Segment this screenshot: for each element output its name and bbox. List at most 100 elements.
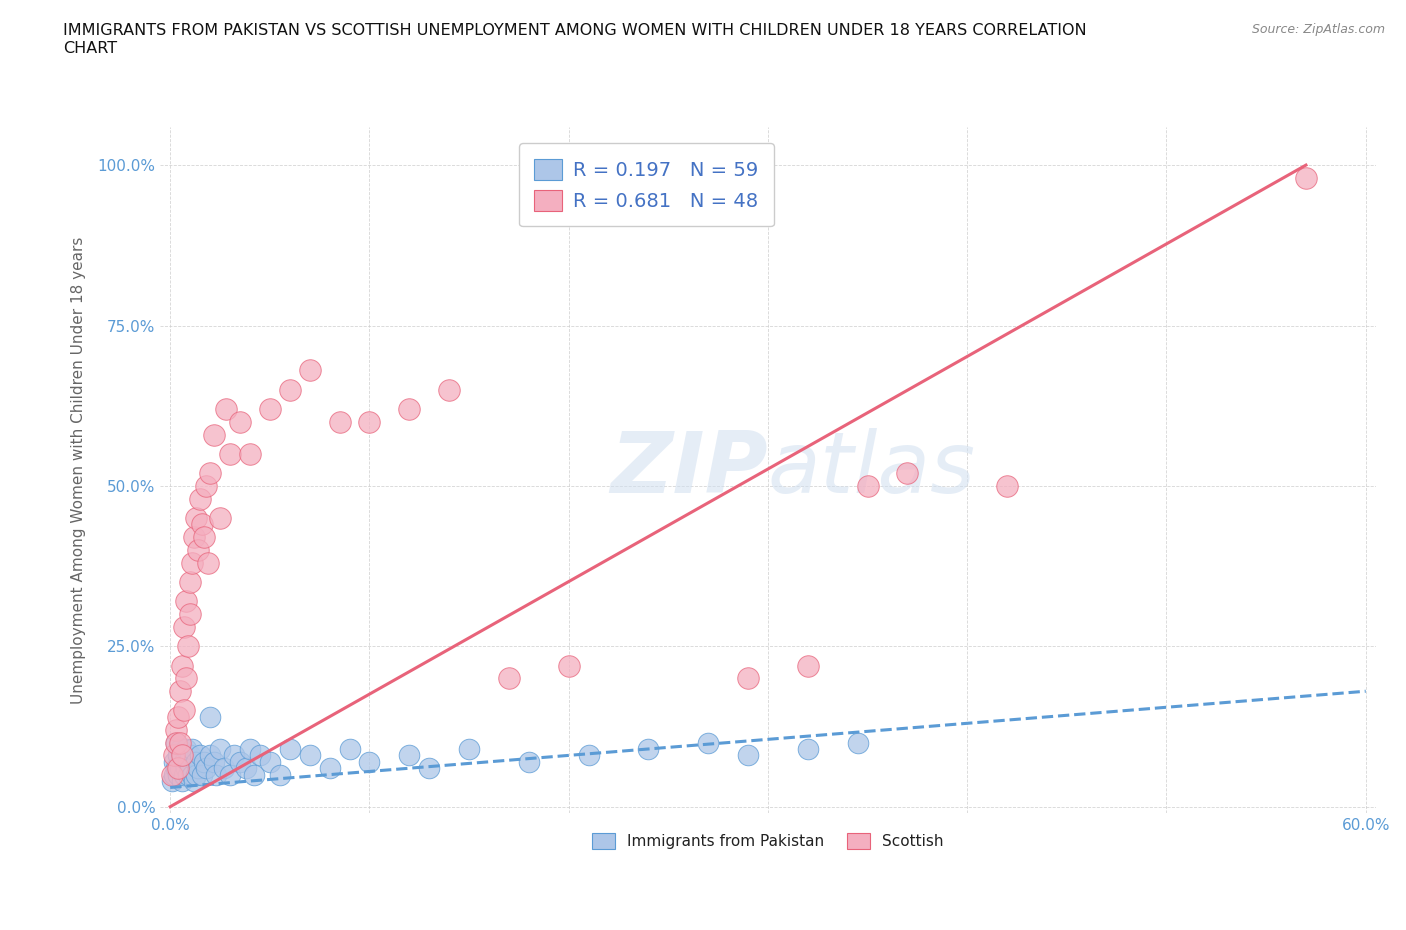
- Point: [179, 575, 201, 590]
- Point: [856, 478, 879, 493]
- Point: [197, 555, 219, 570]
- Point: [167, 761, 190, 776]
- Point: [202, 754, 225, 769]
- Point: [177, 754, 200, 769]
- Point: [172, 748, 194, 763]
- Point: [187, 542, 209, 557]
- Point: [183, 774, 205, 789]
- Point: [174, 671, 197, 685]
- Point: [184, 511, 207, 525]
- Point: [188, 748, 211, 763]
- Point: [181, 555, 204, 570]
- Point: [187, 761, 209, 776]
- Point: [179, 606, 201, 621]
- Point: [437, 382, 460, 397]
- Point: [173, 703, 195, 718]
- Point: [202, 427, 225, 442]
- Point: [177, 767, 200, 782]
- Point: [169, 761, 191, 776]
- Point: [269, 767, 291, 782]
- Point: [183, 530, 205, 545]
- Point: [184, 767, 207, 782]
- Text: IMMIGRANTS FROM PAKISTAN VS SCOTTISH UNEMPLOYMENT AMONG WOMEN WITH CHILDREN UNDE: IMMIGRANTS FROM PAKISTAN VS SCOTTISH UNE…: [63, 23, 1087, 56]
- Point: [557, 658, 579, 673]
- Point: [163, 767, 186, 782]
- Point: [167, 748, 190, 763]
- Point: [167, 767, 190, 782]
- Point: [169, 741, 191, 756]
- Point: [208, 511, 231, 525]
- Point: [418, 761, 440, 776]
- Point: [174, 594, 197, 609]
- Text: Source: ZipAtlas.com: Source: ZipAtlas.com: [1251, 23, 1385, 36]
- Point: [191, 517, 214, 532]
- Point: [219, 767, 242, 782]
- Point: [517, 754, 540, 769]
- Point: [173, 754, 195, 769]
- Point: [173, 767, 195, 782]
- Point: [165, 761, 187, 776]
- Point: [278, 382, 301, 397]
- Point: [239, 446, 262, 461]
- Point: [235, 761, 257, 776]
- Legend: Immigrants from Pakistan, Scottish: Immigrants from Pakistan, Scottish: [585, 826, 952, 857]
- Point: [259, 402, 281, 417]
- Point: [195, 761, 218, 776]
- Point: [181, 741, 204, 756]
- Point: [177, 639, 200, 654]
- Point: [174, 741, 197, 756]
- Point: [172, 658, 194, 673]
- Point: [797, 741, 820, 756]
- Point: [160, 767, 183, 782]
- Point: [219, 446, 242, 461]
- Point: [184, 754, 207, 769]
- Point: [797, 658, 820, 673]
- Point: [212, 761, 235, 776]
- Point: [198, 748, 221, 763]
- Point: [173, 619, 195, 634]
- Point: [339, 741, 361, 756]
- Point: [193, 530, 215, 545]
- Point: [737, 671, 759, 685]
- Point: [243, 767, 266, 782]
- Point: [193, 754, 215, 769]
- Point: [359, 754, 381, 769]
- Point: [298, 363, 321, 378]
- Point: [298, 748, 321, 763]
- Point: [398, 402, 420, 417]
- Text: atlas: atlas: [768, 429, 976, 512]
- Point: [637, 741, 659, 756]
- Point: [179, 748, 201, 763]
- Point: [215, 402, 238, 417]
- Point: [167, 710, 190, 724]
- Point: [896, 466, 918, 481]
- Point: [198, 466, 221, 481]
- Point: [359, 414, 381, 429]
- Point: [249, 748, 271, 763]
- Point: [229, 414, 252, 429]
- Point: [846, 735, 869, 750]
- Point: [737, 748, 759, 763]
- Point: [160, 774, 183, 789]
- Point: [169, 735, 191, 750]
- Point: [169, 684, 191, 698]
- Point: [278, 741, 301, 756]
- Point: [172, 748, 194, 763]
- Point: [165, 723, 187, 737]
- Point: [222, 748, 245, 763]
- Point: [172, 774, 194, 789]
- Point: [318, 761, 340, 776]
- Point: [181, 767, 204, 782]
- Point: [163, 754, 186, 769]
- Point: [697, 735, 720, 750]
- Point: [328, 414, 350, 429]
- Point: [398, 748, 420, 763]
- Point: [239, 741, 262, 756]
- Point: [191, 767, 214, 782]
- Point: [163, 748, 186, 763]
- Text: ZIP: ZIP: [610, 429, 768, 512]
- Point: [205, 767, 228, 782]
- Point: [198, 710, 221, 724]
- Point: [179, 761, 201, 776]
- Point: [458, 741, 481, 756]
